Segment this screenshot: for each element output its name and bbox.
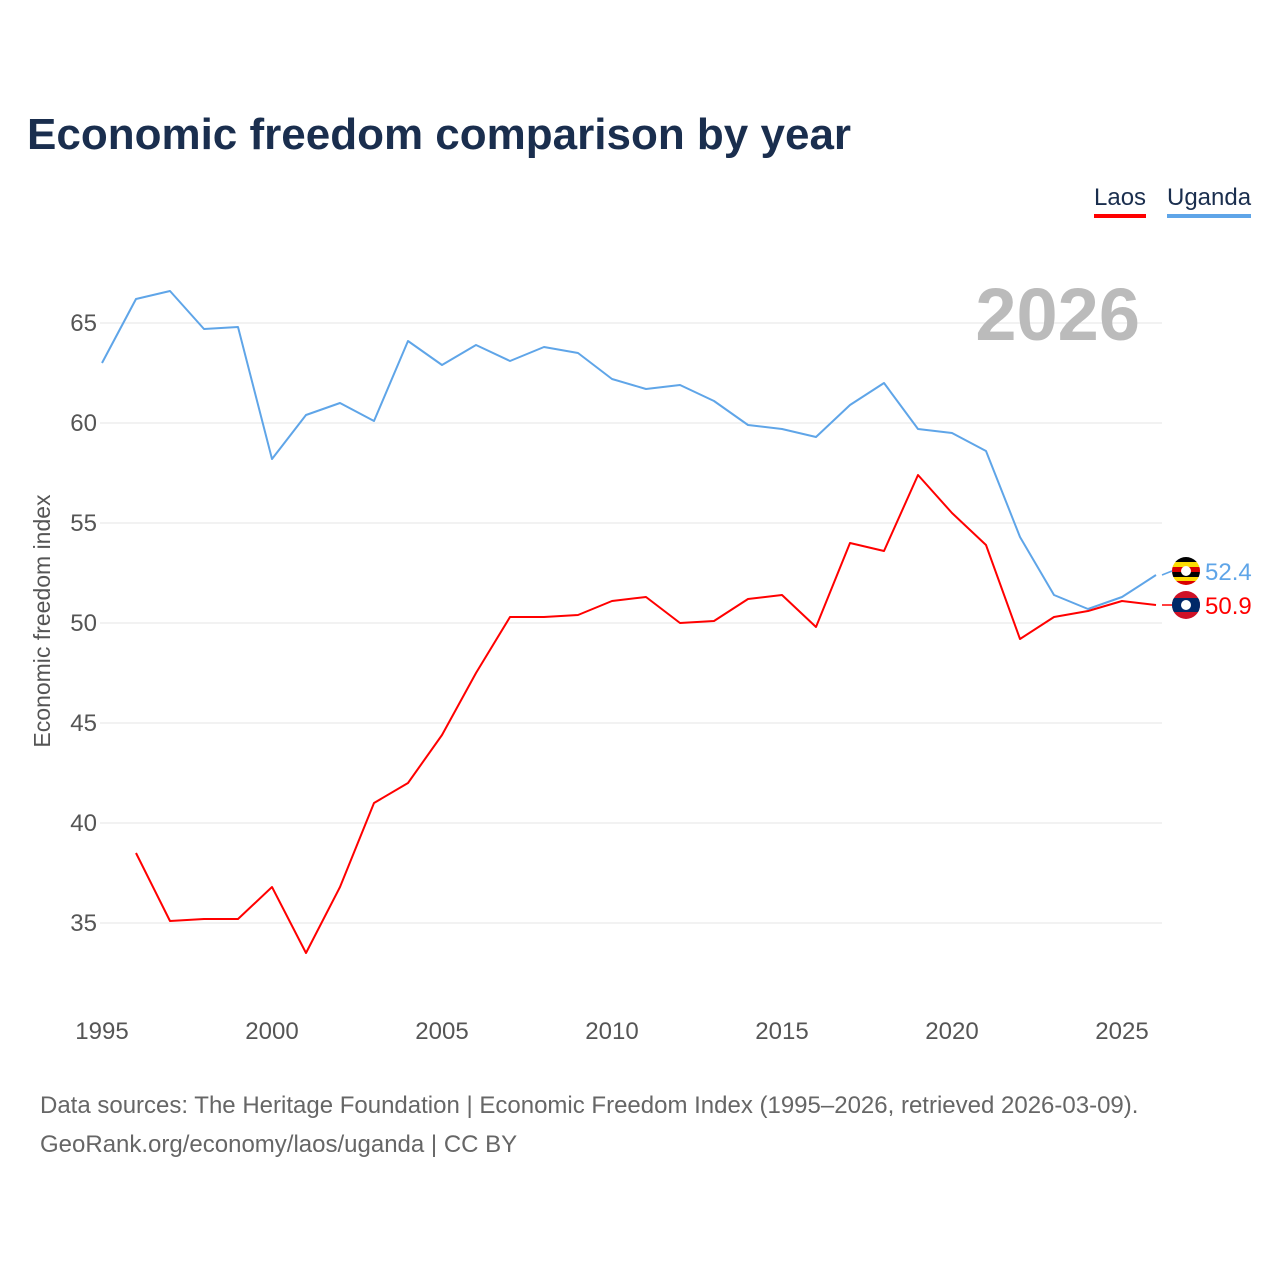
series-line-uganda [101, 290, 1157, 610]
y-tick-label: 65 [70, 310, 97, 337]
uganda-flag-icon [1172, 557, 1200, 585]
y-tick-label: 45 [70, 710, 97, 737]
y-tick-label: 50 [70, 610, 97, 637]
x-tick-label: 2010 [585, 1018, 638, 1045]
source-link[interactable]: GeoRank.org/economy/laos/uganda | CC BY [40, 1131, 518, 1158]
y-axis-label: Economic freedom index [29, 494, 55, 748]
y-tick-label: 60 [70, 410, 97, 437]
chart-title: Economic freedom comparison by year [27, 110, 852, 159]
y-tick-label: 40 [70, 810, 97, 837]
footer: Data sources: The Heritage Foundation | … [40, 1086, 1138, 1164]
end-value-label-uganda: 52.4 [1205, 559, 1252, 586]
x-tick-label: 2020 [925, 1018, 978, 1045]
legend-laos[interactable]: Laos [1094, 184, 1147, 218]
current-year-label: 2026 [975, 273, 1140, 356]
end-value-label-laos: 50.9 [1205, 593, 1252, 620]
laos-flag-icon [1172, 591, 1200, 619]
y-tick-label: 35 [70, 910, 97, 937]
x-tick-label: 2005 [415, 1018, 468, 1045]
connector-uganda [1161, 570, 1173, 576]
x-tick-label: 2000 [245, 1018, 298, 1045]
x-tick-label: 2015 [755, 1018, 808, 1045]
data-sources: Data sources: The Heritage Foundation | … [40, 1092, 1139, 1119]
series-line-laos [135, 474, 1157, 954]
x-tick-label: 2025 [1095, 1018, 1148, 1045]
y-tick-label: 55 [70, 510, 97, 537]
x-tick-label: 1995 [75, 1018, 128, 1045]
legend-uganda[interactable]: Uganda [1167, 184, 1252, 218]
